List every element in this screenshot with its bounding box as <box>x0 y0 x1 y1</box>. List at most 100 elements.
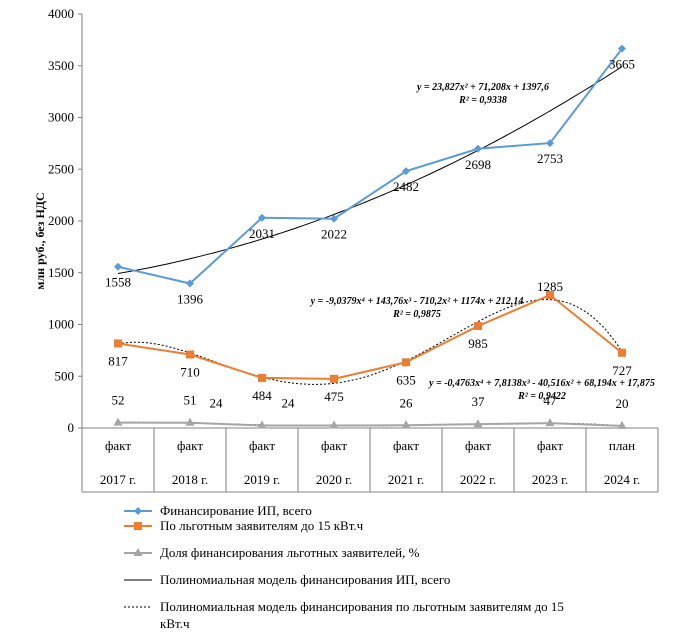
x-tick-label-year: 2020 г. <box>316 472 352 487</box>
data-point-square <box>618 348 626 357</box>
data-point-diamond <box>474 144 482 153</box>
x-tick-label-year: 2023 г. <box>532 472 568 487</box>
data-point-triangle <box>473 419 483 428</box>
data-label: 51 <box>184 393 197 408</box>
data-label: 24 <box>282 396 296 411</box>
data-label: 710 <box>180 365 200 380</box>
data-point-triangle <box>545 418 555 427</box>
data-point-diamond <box>114 262 122 271</box>
legend-label: Полиномиальная модель финансирования по … <box>160 599 564 631</box>
legend-marker-diamond <box>134 507 142 515</box>
data-point-square <box>474 322 482 331</box>
x-tick-label-year: 2019 г. <box>244 472 280 487</box>
data-point-diamond <box>258 213 266 222</box>
x-tick-label-year: 2018 г. <box>172 472 208 487</box>
data-label: 475 <box>324 389 344 404</box>
data-label: 635 <box>396 372 416 387</box>
data-point-diamond <box>618 44 626 53</box>
trend-equation: y = 23,827x² + 71,208x + 1397,6 <box>416 82 549 93</box>
trendline-0 <box>117 66 623 274</box>
y-tick-label: 3500 <box>48 58 74 73</box>
trend-equations-layer: y = 23,827x² + 71,208x + 1397,6 R² = 0,93… <box>310 82 655 402</box>
data-label: 985 <box>468 336 488 351</box>
legend-label: По льготным заявителям до 15 кВт.ч <box>160 518 364 533</box>
y-tick-label: 2500 <box>48 161 74 176</box>
data-point-triangle <box>113 417 123 426</box>
trend-equation: y = -0,4763x⁴ + 7,8138x³ - 40,516x² + 68… <box>428 378 655 389</box>
x-tick-label-year: 2024 г. <box>604 472 640 487</box>
y-tick-label: 0 <box>68 420 75 435</box>
data-point-diamond <box>330 214 338 223</box>
data-point-square <box>258 373 266 382</box>
trend-r-squared: R² = 0,9338 <box>458 95 507 106</box>
data-label: 484 <box>252 388 272 403</box>
y-tick-label: 2000 <box>48 213 74 228</box>
trend-r-squared: R² = 0,9422 <box>517 391 566 402</box>
data-label: 2022 <box>321 227 347 242</box>
data-point-diamond <box>402 167 410 176</box>
trend-r-squared: R² = 0,9875 <box>392 309 441 320</box>
data-label: 24 <box>210 396 224 411</box>
data-label: 47 <box>544 393 558 408</box>
x-tick-label-status: факт <box>105 438 131 453</box>
y-tick-label: 500 <box>55 368 75 383</box>
data-point-square <box>546 291 554 300</box>
data-point-diamond <box>186 279 194 288</box>
data-point-square <box>330 374 338 383</box>
legend-label: Доля финансирования льготных заявителей,… <box>160 545 420 560</box>
data-label: 26 <box>400 395 414 410</box>
series-line-2 <box>117 421 623 427</box>
x-tick-label-year: 2017 г. <box>100 472 136 487</box>
x-tick-label-year: 2022 г. <box>460 472 496 487</box>
data-labels-layer: 1558 1396 2031 2022 2482 2698 2753 3665 817 710 48… <box>105 57 635 411</box>
x-tick-label-status: факт <box>537 438 563 453</box>
x-tick-label-status: факт <box>321 438 347 453</box>
data-label: 52 <box>112 393 125 408</box>
y-tick-label: 4000 <box>48 6 74 21</box>
series-line-1 <box>117 293 623 380</box>
data-label: 2698 <box>465 157 491 172</box>
y-tick-label: 1500 <box>48 265 74 280</box>
legend-label-line: кВт.ч <box>160 616 190 631</box>
data-label: 1558 <box>105 275 131 290</box>
data-label: 20 <box>616 396 629 411</box>
data-label: 2482 <box>393 179 419 194</box>
data-label: 2753 <box>537 151 563 166</box>
y-tick-label: 1000 <box>48 317 74 332</box>
x-tick-label-status: план <box>609 438 635 453</box>
x-tick-label-status: факт <box>249 438 275 453</box>
y-axis-title: млн руб., без НДС <box>33 192 47 289</box>
data-point-square <box>114 339 122 348</box>
data-point-triangle <box>401 420 411 429</box>
series-line-0 <box>117 48 623 285</box>
data-label: 3665 <box>609 57 635 72</box>
data-point-diamond <box>546 139 554 148</box>
series-layer <box>113 44 627 429</box>
data-point-triangle <box>329 420 339 429</box>
legend-marker-triangle <box>133 548 143 556</box>
legend-label: Финансирование ИП, всего <box>160 503 312 518</box>
data-point-square <box>186 350 194 359</box>
data-label: 1396 <box>177 292 204 307</box>
data-label: 2031 <box>249 226 275 241</box>
legend-label-line: Полиномиальная модель финансирования по … <box>160 599 564 614</box>
x-tick-label-status: факт <box>393 438 419 453</box>
x-tick-label-status: факт <box>465 438 491 453</box>
trend-equation: y = -9,0379x⁴ + 143,76x³ - 710,2x² + 117… <box>310 296 524 307</box>
x-tick-label-year: 2021 г. <box>388 472 424 487</box>
data-point-triangle <box>257 420 267 429</box>
data-point-square <box>402 358 410 367</box>
data-point-triangle <box>617 420 627 429</box>
data-label: 1285 <box>537 279 563 294</box>
x-tick-label-status: факт <box>177 438 203 453</box>
legend-label: Полиномиальная модель финансирования ИП,… <box>160 572 450 587</box>
y-tick-label: 3000 <box>48 110 74 125</box>
data-label: 817 <box>108 353 128 368</box>
axes-layer: 0 500 1000 1500 2000 2500 3000 3500 4000 млн руб.… <box>33 6 659 493</box>
data-label: 37 <box>472 394 486 409</box>
data-label: 727 <box>612 363 632 378</box>
legend-marker-square <box>134 522 142 530</box>
